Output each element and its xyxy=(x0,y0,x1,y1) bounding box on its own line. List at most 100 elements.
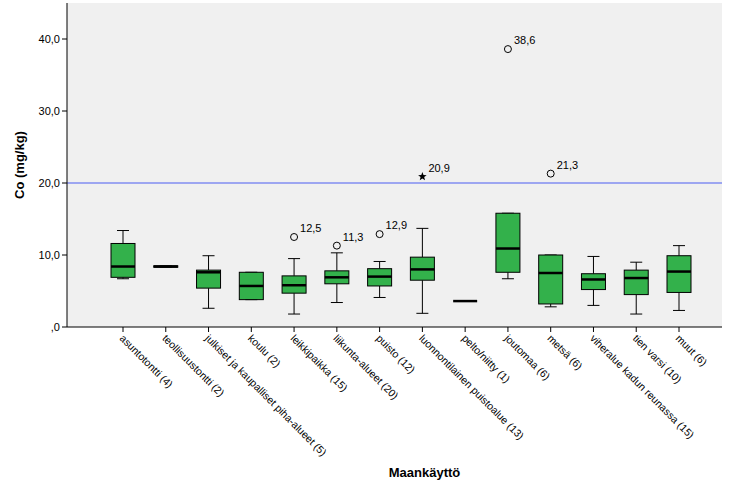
whisker-lower xyxy=(294,293,295,314)
extreme-label: 20,9 xyxy=(428,162,449,174)
labels-group: 12,5 11,3 12,9 20,9 38,6 21,3 xyxy=(300,34,578,243)
cap-min xyxy=(673,310,685,311)
median xyxy=(453,300,477,303)
whisker-upper xyxy=(379,261,380,268)
box xyxy=(325,271,349,284)
outlier-label: 38,6 xyxy=(514,34,535,46)
whisker-upper xyxy=(593,256,594,273)
whisker-upper xyxy=(679,246,680,256)
x-tick xyxy=(294,327,295,332)
cap-min xyxy=(203,308,215,309)
x-tick-label: joutomaa (6) xyxy=(502,331,553,382)
whisker-lower xyxy=(507,272,508,278)
outlier xyxy=(291,234,298,241)
whisker-upper xyxy=(422,228,423,257)
cap-min xyxy=(374,297,386,298)
x-tick xyxy=(465,327,466,332)
box xyxy=(197,270,221,288)
x-tick xyxy=(507,327,508,332)
cap-min xyxy=(416,313,428,314)
cap-min xyxy=(545,306,557,307)
outlier xyxy=(333,242,340,249)
x-tick xyxy=(550,327,551,332)
y-tick-label: 40,0 xyxy=(39,33,60,45)
box xyxy=(368,269,392,286)
x-tick-label: luonnontilainen puistoalue (13) xyxy=(417,332,527,442)
cap-max xyxy=(374,261,386,262)
median xyxy=(496,247,520,250)
median xyxy=(581,278,605,281)
outlier-label: 12,9 xyxy=(386,219,407,231)
plot-background xyxy=(67,3,722,327)
median xyxy=(239,285,263,288)
x-tick-label: muut (6) xyxy=(674,332,710,368)
whisker-lower xyxy=(379,286,380,298)
x-tick xyxy=(123,327,124,332)
whisker-upper xyxy=(294,259,295,276)
median xyxy=(154,265,178,268)
x-tick-label: viheralue kadun reunassa (15) xyxy=(588,332,697,441)
box xyxy=(539,255,563,304)
outlier xyxy=(547,170,554,177)
x-tick-label: puisto (12) xyxy=(374,332,418,376)
cap-max xyxy=(331,252,343,253)
box xyxy=(667,256,691,293)
x-tick-label: metsä (6) xyxy=(545,332,585,372)
x-axis-label: Maankäyttö xyxy=(389,465,461,480)
outlier xyxy=(504,46,511,53)
median xyxy=(325,276,349,279)
data-group xyxy=(67,46,722,314)
x-tick xyxy=(336,327,337,332)
x-tick xyxy=(422,327,423,332)
outlier-label: 12,5 xyxy=(300,222,321,234)
box xyxy=(410,257,434,280)
outlier-label: 21,3 xyxy=(557,159,578,171)
x-axis xyxy=(67,327,722,328)
box xyxy=(282,276,306,293)
whisker-lower xyxy=(593,290,594,306)
box xyxy=(239,272,263,299)
cap-max xyxy=(288,258,300,259)
y-tick xyxy=(62,327,67,328)
y-tick-label: ,0 xyxy=(51,321,60,333)
cap-min xyxy=(331,302,343,303)
y-axis-label: Co (mg/kg) xyxy=(12,131,27,199)
cap-max xyxy=(587,256,599,257)
cap-max xyxy=(673,245,685,246)
y-tick-label: 10,0 xyxy=(39,249,60,261)
median xyxy=(197,271,221,274)
box xyxy=(453,301,477,302)
whisker-lower xyxy=(422,280,423,313)
box xyxy=(624,270,648,294)
median xyxy=(539,272,563,275)
median xyxy=(111,265,135,268)
cap-min xyxy=(630,314,642,315)
x-tick xyxy=(636,327,637,332)
box xyxy=(496,213,520,272)
cap-max xyxy=(416,228,428,229)
box xyxy=(581,274,605,290)
cap-max xyxy=(117,230,129,231)
outlier-label: 11,3 xyxy=(343,231,364,243)
whisker-lower xyxy=(679,292,680,310)
median xyxy=(282,284,306,287)
y-tick xyxy=(62,255,67,256)
median xyxy=(410,268,434,271)
reference-line xyxy=(67,182,722,183)
cap-min xyxy=(587,305,599,306)
x-tick xyxy=(679,327,680,332)
cap-min xyxy=(502,278,514,279)
box xyxy=(111,243,135,277)
extreme xyxy=(418,172,427,180)
y-tick xyxy=(62,39,67,40)
whisker-lower xyxy=(636,295,637,314)
median xyxy=(368,275,392,278)
cap-max xyxy=(203,255,215,256)
whisker-upper xyxy=(208,256,209,270)
whisker-upper xyxy=(336,253,337,271)
y-tick xyxy=(62,183,67,184)
whisker-lower xyxy=(336,284,337,303)
box xyxy=(154,266,178,267)
x-tick xyxy=(251,327,252,332)
whisker-upper xyxy=(123,231,124,244)
